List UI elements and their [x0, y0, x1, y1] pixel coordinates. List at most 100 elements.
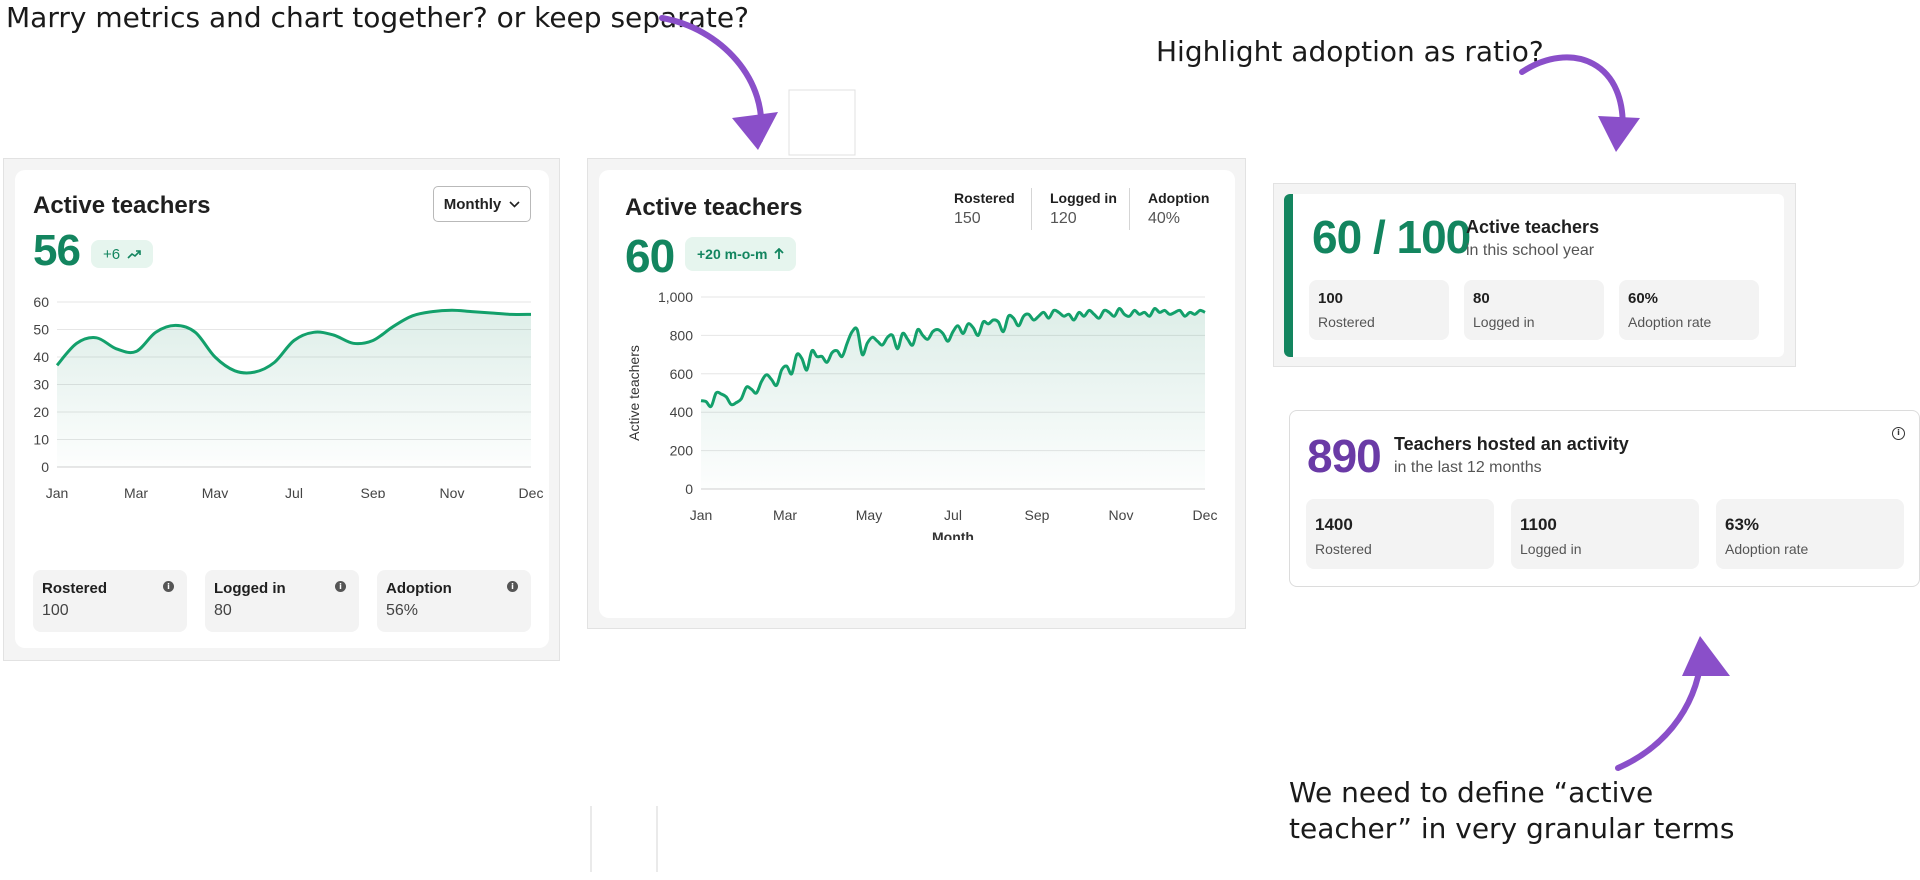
card4-metric-label: Adoption rate	[1725, 541, 1809, 557]
card3-metric-label: Logged in	[1473, 314, 1535, 330]
card1-delta: +6	[103, 245, 121, 263]
card4-subtitle: in the last 12 months	[1394, 459, 1542, 476]
card2-value: 60	[625, 230, 675, 282]
card2-metric-value: 40%	[1148, 210, 1181, 227]
card2-frame: Active teachers 60 +20 m-o-m Rostered 15…	[587, 158, 1246, 629]
arrow-1-head	[732, 112, 778, 150]
x-tick-label: Jul	[285, 485, 303, 498]
arrow-2	[1519, 54, 1626, 141]
arrow-2-head	[1598, 116, 1640, 152]
card1-delta-badge: +6	[91, 240, 154, 268]
x-tick-label: May	[202, 485, 228, 498]
card1-metric-logged-in: Logged in 80 i	[205, 570, 359, 632]
y-tick-label: 600	[670, 366, 694, 382]
info-icon[interactable]: i	[163, 581, 174, 592]
card3-metric-value: 80	[1473, 290, 1490, 307]
chart1: 0 10 20 30 40 50 60 Jan Mar May Jul Sep Nov Dec	[33, 294, 544, 498]
card1-value: 56	[33, 226, 81, 275]
card2-metric-value: 150	[954, 210, 981, 227]
x-tick-label: Dec	[1193, 507, 1218, 523]
card2-metric-value: 120	[1050, 210, 1077, 227]
card4-metric-value: 1100	[1520, 515, 1557, 534]
card2: Active teachers 60 +20 m-o-m Rostered 15…	[599, 170, 1235, 618]
y-tick-label: 30	[33, 377, 49, 393]
info-icon[interactable]: i	[507, 581, 518, 592]
info-icon[interactable]: i	[335, 581, 346, 592]
divider	[1129, 188, 1130, 230]
x-tick-label: Sep	[1025, 507, 1050, 523]
card2-metric-label: Adoption	[1148, 190, 1210, 206]
card3-metric-label: Rostered	[1318, 314, 1375, 330]
card3-metric-adoption: 60% Adoption rate	[1619, 280, 1759, 340]
card2-metric-label: Logged in	[1050, 190, 1117, 206]
divider	[1031, 188, 1032, 230]
x-tick-label: Jan	[46, 485, 69, 498]
y-tick-label: 40	[33, 349, 49, 365]
card4-value: 890	[1307, 430, 1382, 482]
card4-metric-rostered: 1400 Rostered	[1306, 499, 1494, 569]
y-tick-label: 20	[33, 404, 49, 420]
card4-metric-value: 1400	[1315, 515, 1353, 534]
card3-frame: 60 / 100 Active teachers in this school …	[1273, 183, 1796, 367]
annotation-define-active-line2: teacher” in very granular terms	[1289, 812, 1735, 845]
annotation-highlight-ratio: Highlight adoption as ratio?	[1156, 35, 1544, 68]
x-tick-label: Mar	[124, 485, 148, 498]
card3-metric-logged-in: 80 Logged in	[1464, 280, 1604, 340]
x-tick-label: Dec	[519, 485, 544, 498]
card2-delta: +20 m-o-m	[697, 246, 768, 262]
y-tick-label: 400	[670, 404, 694, 420]
x-tick-label: Sep	[361, 485, 386, 498]
card3-title: Active teachers	[1466, 217, 1600, 237]
annotation-define-active-line1: We need to define “active	[1289, 776, 1654, 809]
x-tick-label: Nov	[1109, 507, 1134, 523]
card1-title: Active teachers	[33, 192, 211, 219]
y-axis-label: Active teachers	[626, 345, 642, 441]
series-line	[55, 308, 532, 375]
x-tick-label: May	[856, 507, 882, 523]
card1-frame: Active teachers Monthly 56 +6 0 10 20 30 40 5…	[3, 158, 560, 661]
card3-metric-label: Adoption rate	[1628, 314, 1712, 330]
series-area	[701, 308, 1205, 489]
card1-metric-adoption: Adoption 56% i	[377, 570, 531, 632]
chevron-down-icon	[509, 200, 520, 208]
card2-metric-rostered: Rostered 150	[954, 190, 1015, 228]
y-tick-label: 0	[41, 459, 49, 475]
card3-metric-value: 100	[1318, 290, 1344, 307]
series-line	[700, 306, 1206, 409]
info-icon[interactable]: i	[1892, 427, 1905, 440]
arrow-up-icon	[774, 248, 785, 259]
y-tick-label: 200	[670, 443, 694, 459]
card3-metric-value: 60%	[1628, 290, 1659, 307]
card4-metric-adoption: 63% Adoption rate	[1716, 499, 1904, 569]
card1-metric-rostered: Rostered 100 i	[33, 570, 187, 632]
placeholder-box	[788, 89, 856, 156]
card4-metric-logged-in: 1100 Logged in	[1511, 499, 1699, 569]
x-tick-label: Jul	[944, 507, 962, 523]
card1-metric-label: Rostered	[42, 580, 108, 597]
y-tick-label: 0	[685, 481, 693, 497]
card2-metric-logged-in: Logged in 120	[1050, 190, 1117, 228]
card2-metric-adoption: Adoption 40%	[1148, 190, 1209, 228]
trend-up-icon	[127, 250, 141, 259]
series-area	[57, 310, 531, 467]
y-tick-label: 800	[670, 327, 694, 343]
card1-metric-value: 100	[42, 602, 69, 619]
card3-ratio: 60 / 100	[1312, 211, 1471, 263]
card1: Active teachers Monthly 56 +6 0 10 20 30 40 5…	[15, 170, 549, 648]
card2-metric-label: Rostered	[954, 190, 1015, 206]
x-tick-label: Jan	[690, 507, 713, 523]
card1-metric-value: 80	[214, 602, 232, 619]
card4: 890 Teachers hosted an activity in the l…	[1289, 410, 1920, 587]
card3: 60 / 100 Active teachers in this school …	[1284, 194, 1784, 357]
card4-metric-label: Logged in	[1520, 541, 1582, 557]
y-tick-label: 1,000	[658, 290, 693, 305]
x-tick-label: Nov	[440, 485, 465, 498]
period-dropdown-label: Monthly	[443, 195, 502, 213]
y-tick-label: 10	[33, 432, 49, 448]
card4-metric-label: Rostered	[1315, 541, 1372, 557]
x-tick-label: Mar	[773, 507, 797, 523]
annotation-marry-metrics: Marry metrics and chart together? or kee…	[6, 1, 749, 34]
period-dropdown[interactable]: Monthly	[433, 186, 531, 222]
card4-metric-value: 63%	[1725, 515, 1760, 534]
